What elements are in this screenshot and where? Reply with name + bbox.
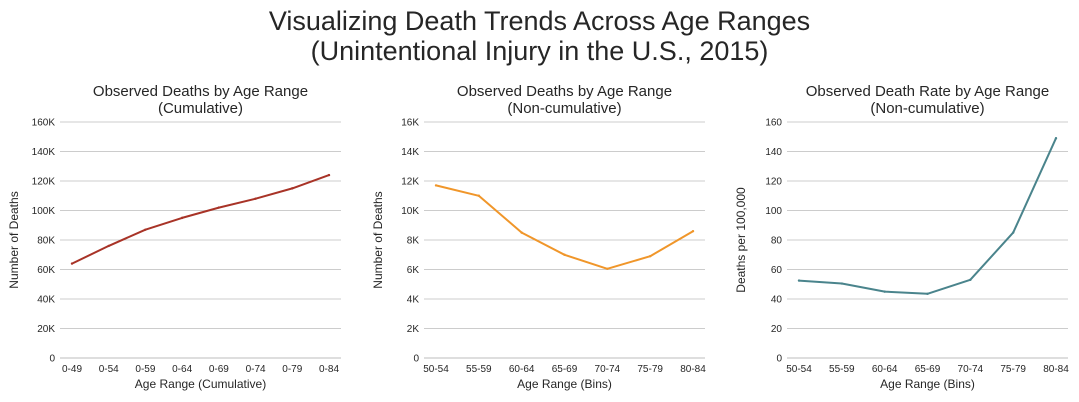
chart1-y-tick-label: 0 (49, 354, 55, 365)
chart2-y-tick-label: 16K (401, 118, 419, 129)
chart1-data-point (254, 197, 257, 200)
chart1-x-axis-label: Age Range (Cumulative) (135, 377, 266, 391)
chart1-x-tick-label: 0-79 (282, 364, 302, 375)
chart1-x-tick-label: 0-74 (246, 364, 266, 375)
chart3-y-tick-label: 0 (776, 354, 782, 365)
chart2-x-tick-label: 70-74 (595, 364, 621, 375)
chart2-x-tick-label: 80-84 (680, 364, 706, 375)
chart3-x-tick-label: 65-69 (915, 364, 941, 375)
chart3-y-tick-label: 160 (765, 118, 782, 129)
chart2-x-tick-label: 50-54 (423, 364, 449, 375)
chart3-data-point (883, 290, 886, 293)
chart1-x-tick-label: 0-59 (135, 364, 155, 375)
chart3-y-axis-label: Deaths per 100,000 (734, 187, 748, 293)
chart2-data-point (563, 253, 566, 256)
chart1-x-tick-label: 0-84 (319, 364, 339, 375)
chart2-data-point (477, 194, 481, 197)
chart3-y-tick-label: 140 (765, 147, 782, 158)
chart3-x-tick-label: 60-64 (872, 364, 898, 375)
chart1-y-tick-label: 20K (37, 324, 55, 335)
chart3-title-line: Observed Death Rate by Age Range (806, 83, 1050, 100)
figure-title-line2: (Unintentional Injury in the U.S., 2015) (310, 36, 769, 66)
chart1-y-axis-label: Number of Deaths (7, 191, 21, 288)
chart2-data-point (606, 267, 609, 270)
chart1-title-line: (Cumulative) (158, 100, 243, 117)
chart1-y-tick-label: 40K (37, 295, 55, 306)
chart2-y-tick-label: 10K (401, 206, 419, 217)
chart1-data-point (144, 228, 147, 231)
chart3-title-line: (Non-cumulative) (870, 100, 984, 117)
chart2-title-line: (Non-cumulative) (507, 100, 621, 117)
chart2-y-axis-label: Number of Deaths (371, 191, 385, 288)
chart1-data-point (327, 173, 331, 177)
chart3-y-tick-label: 80 (771, 236, 783, 247)
chart3-x-tick-label: 50-54 (786, 364, 812, 375)
chart2-data-point (648, 255, 652, 258)
chart1-y-tick-label: 140K (32, 147, 56, 158)
figure-title: Visualizing Death Trends Across Age Rang… (0, 6, 1079, 66)
chart2-y-tick-label: 8K (407, 236, 420, 247)
chart2-x-tick-label: 60-64 (509, 364, 535, 375)
chart1-data-point (291, 187, 294, 190)
chart2-x-axis-label: Age Range (Bins) (517, 377, 612, 391)
chart3-y-tick-label: 20 (771, 324, 783, 335)
chart3-series-line (798, 137, 1057, 295)
chart3-data-point (1011, 231, 1015, 234)
chart1-title-line: Observed Deaths by Age Range (93, 83, 308, 100)
chart1-x-tick-label: 0-64 (172, 364, 192, 375)
chart2-y-tick-label: 14K (401, 147, 419, 158)
chart3-data-point (926, 292, 929, 296)
chart1-y-tick-label: 100K (32, 206, 56, 217)
chart2-y-tick-label: 6K (407, 265, 420, 276)
chart2-data-point (691, 229, 695, 233)
chart3-y-tick-label: 120 (765, 177, 782, 188)
chart1-data-point (107, 244, 110, 248)
chart1-x-tick-label: 0-54 (99, 364, 119, 375)
chart2-y-tick-label: 4K (407, 295, 420, 306)
chart3-y-tick-label: 60 (771, 265, 783, 276)
chart3-y-tick-label: 100 (765, 206, 782, 217)
chart1-y-tick-label: 160K (32, 118, 56, 129)
chart3-data-point (797, 279, 801, 282)
chart1-y-tick-label: 60K (37, 265, 55, 276)
chart1-x-tick-label: 0-49 (62, 364, 82, 375)
chart3-x-tick-label: 75-79 (1000, 364, 1026, 375)
chart2-title-line: Observed Deaths by Age Range (457, 83, 672, 100)
chart2-data-point (520, 231, 523, 234)
chart1-series-line (71, 174, 330, 265)
chart1-data-point (180, 216, 184, 220)
chart2-x-tick-label: 65-69 (552, 364, 578, 375)
chart2-x-tick-label: 55-59 (466, 364, 492, 375)
chart3-x-tick-label: 80-84 (1043, 364, 1069, 375)
chart2-series-line (435, 184, 694, 270)
chart3-x-axis-label: Age Range (Bins) (880, 377, 975, 391)
chart1-data-point (217, 206, 221, 209)
chart3-y-tick-label: 40 (771, 295, 783, 306)
chart2-y-tick-label: 2K (407, 324, 420, 335)
chart1-x-tick-label: 0-69 (209, 364, 229, 375)
figure-title-line1: Visualizing Death Trends Across Age Rang… (268, 6, 811, 36)
chart2-y-tick-label: 0 (413, 354, 419, 365)
chart1-y-tick-label: 80K (37, 236, 55, 247)
chart3-data-point (840, 282, 844, 285)
chart2-x-tick-label: 75-79 (637, 364, 663, 375)
chart3-x-tick-label: 70-74 (958, 364, 984, 375)
chart3-data-point (969, 278, 972, 282)
chart1-y-tick-label: 120K (32, 177, 56, 188)
chart1-data-point (70, 262, 74, 265)
chart2-data-point (434, 184, 438, 187)
chart2-y-tick-label: 12K (401, 177, 419, 188)
chart3-data-point (1054, 137, 1058, 140)
chart3-x-tick-label: 55-59 (829, 364, 855, 375)
